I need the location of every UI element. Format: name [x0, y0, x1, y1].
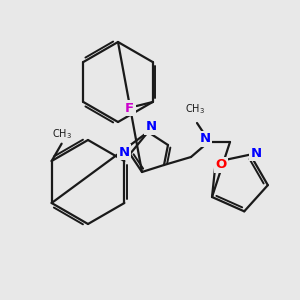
Text: O: O — [215, 158, 226, 171]
Text: N: N — [119, 146, 129, 158]
Text: N: N — [251, 147, 261, 160]
Text: F: F — [125, 101, 134, 115]
Text: N: N — [146, 121, 156, 134]
Text: CH$_3$: CH$_3$ — [52, 127, 72, 141]
Text: N: N — [200, 130, 211, 143]
Text: N: N — [146, 121, 157, 134]
Text: N: N — [200, 133, 211, 146]
Text: F: F — [125, 101, 134, 115]
Text: O: O — [215, 158, 226, 171]
Text: N: N — [118, 146, 130, 158]
Text: N: N — [250, 147, 262, 160]
Text: CH$_3$: CH$_3$ — [185, 102, 205, 116]
